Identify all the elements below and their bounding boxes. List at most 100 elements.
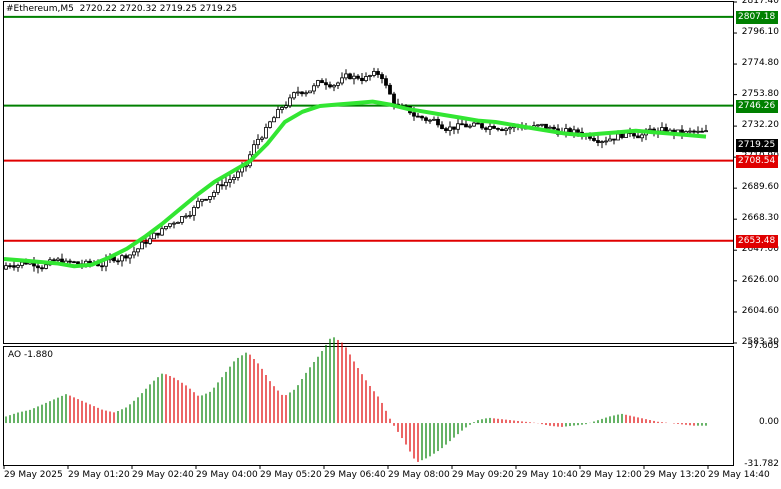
price-tick-label: 2604.60 [741,305,779,316]
candle-body [484,127,488,130]
candle-body [356,75,360,79]
candle-body [176,221,180,224]
candle-body [508,127,512,130]
candle-body [492,125,496,129]
candle-body [692,130,696,133]
time-tick-label: 29 May 02:40 [132,470,194,480]
candle-body [452,126,456,130]
candle-body [172,222,176,225]
candle-body [264,127,268,139]
moving-average-line [3,99,707,269]
candle-body [660,127,664,132]
candle-body [128,254,132,259]
candle-body [552,126,556,130]
candle-body [336,82,340,86]
candle-body [504,128,508,131]
candle-body [428,119,432,122]
ma-layer [3,99,707,269]
candle-body [612,138,616,141]
candle-body [304,92,308,95]
candle-body [312,85,316,92]
candle-body [496,127,500,130]
candle-body [348,73,352,80]
candle-body [180,216,184,223]
candle-body [476,122,480,125]
price-tick-label: 2689.60 [741,182,779,193]
candle-body [296,91,300,94]
price-tick-label: 2817.40 [741,0,779,6]
price-tick-label: 2626.00 [741,274,779,285]
candle-body [208,196,212,200]
candle-body [144,241,148,244]
candle-body [40,267,44,270]
time-tick-label: 29 May 06:40 [324,470,386,480]
candle-body [464,123,468,128]
candle-body [140,241,144,250]
candle-body [424,117,428,121]
price-tick-label: 2732.20 [741,120,779,131]
candle-body [8,265,12,268]
level-price-box: 2653.48 [736,234,778,248]
candle-body [704,130,708,133]
candle-body [120,255,124,262]
candle-body [280,107,284,110]
candle-body [376,71,380,75]
candle-body [76,261,80,265]
candle-body [196,200,200,208]
time-tick-label: 29 May 08:00 [388,470,450,480]
time-tick-label: 29 May 05:20 [260,470,322,480]
candle-body [228,179,232,183]
candle-body [432,118,436,121]
candle-body [448,126,452,131]
candle-body [340,77,344,84]
candle-body [72,261,76,264]
candle-body [620,133,624,138]
level-price-box: 2807.18 [736,10,778,24]
candle-body [148,238,152,244]
candle-body [68,260,72,263]
candle-body [20,261,24,266]
time-tick-label: 29 May 10:40 [516,470,578,480]
candle-body [332,84,336,88]
time-tick-label: 29 May 04:00 [196,470,258,480]
candle-body [132,251,136,256]
candle-body [292,92,296,99]
candle-body [472,122,476,127]
candle-body [236,171,240,178]
candle-body [420,115,424,119]
price-tick-label: 2647.00 [741,244,779,255]
candle-body [380,74,384,80]
candle-body [188,214,192,217]
ticks-layer [3,1,737,469]
candle-body [456,123,460,130]
candle-body [592,137,596,141]
candle-body [100,265,104,268]
ao-tick-label: 0.00 [758,417,779,428]
candle-body [444,128,448,131]
candle-body [416,115,420,118]
candle-body [544,123,548,129]
candle-body [192,207,196,216]
level-price-box: 2746.26 [736,99,778,113]
candle-body [700,130,704,133]
candle-body [640,134,644,139]
candle-body [272,117,276,123]
time-tick-label: 29 May 12:00 [580,470,642,480]
candle-body [124,255,128,259]
candle-body [52,259,56,262]
candle-body [36,265,40,269]
levels-layer [4,15,733,242]
candle-body [468,125,472,128]
price-tick-label: 2796.10 [741,27,779,38]
candle-body [344,73,348,79]
candle-body [152,232,156,240]
candle-body [372,71,376,76]
indicator-plot-frame [3,346,734,466]
time-tick-label: 29 May 13:20 [644,470,706,480]
candle-body [56,258,60,261]
candle-body [220,184,224,187]
candle-body [212,192,216,197]
candle-body [536,124,540,127]
candle-body [232,177,236,181]
candle-body [160,228,164,236]
